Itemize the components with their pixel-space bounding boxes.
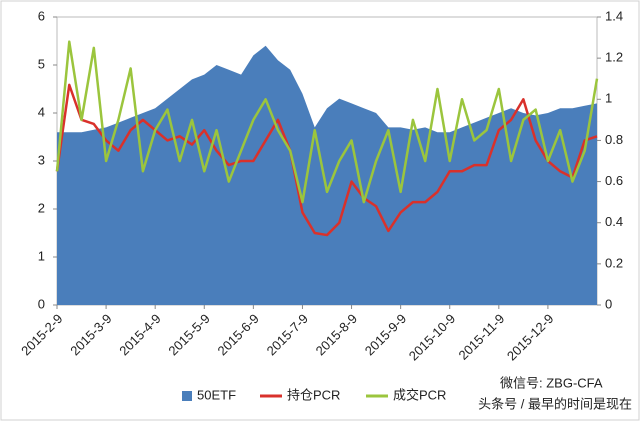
y2-tick-label: 0 xyxy=(605,296,612,311)
y-tick-label: 3 xyxy=(38,152,45,167)
y-tick-label: 5 xyxy=(38,56,45,71)
y-tick-label: 0 xyxy=(38,296,45,311)
legend-label: 成交PCR xyxy=(393,387,446,402)
y-tick-label: 4 xyxy=(38,104,45,119)
line xyxy=(55,83,598,237)
y2-tick-label: 0.8 xyxy=(605,132,623,147)
y-tick-label: 2 xyxy=(38,200,45,215)
y2-tick-label: 1 xyxy=(605,91,612,106)
area xyxy=(57,45,597,306)
y2-tick-label: 0.2 xyxy=(605,255,623,270)
y2-tick-label: 1.4 xyxy=(605,8,623,23)
y2-tick-label: 0.6 xyxy=(605,173,623,188)
y-tick-label: 6 xyxy=(38,8,45,23)
y2-tick-label: 1.2 xyxy=(605,50,623,65)
line xyxy=(55,40,599,204)
legend-label: 持仓PCR xyxy=(287,387,340,402)
watermark: 微信号: ZBG-CFA xyxy=(500,375,603,390)
legend-swatch xyxy=(182,391,192,401)
legend-label: 50ETF xyxy=(197,387,236,402)
y-tick-label: 1 xyxy=(38,248,45,263)
y2-tick-label: 0.4 xyxy=(605,214,623,229)
watermark: 头条号 / 最早的时间是现在 xyxy=(478,396,632,411)
